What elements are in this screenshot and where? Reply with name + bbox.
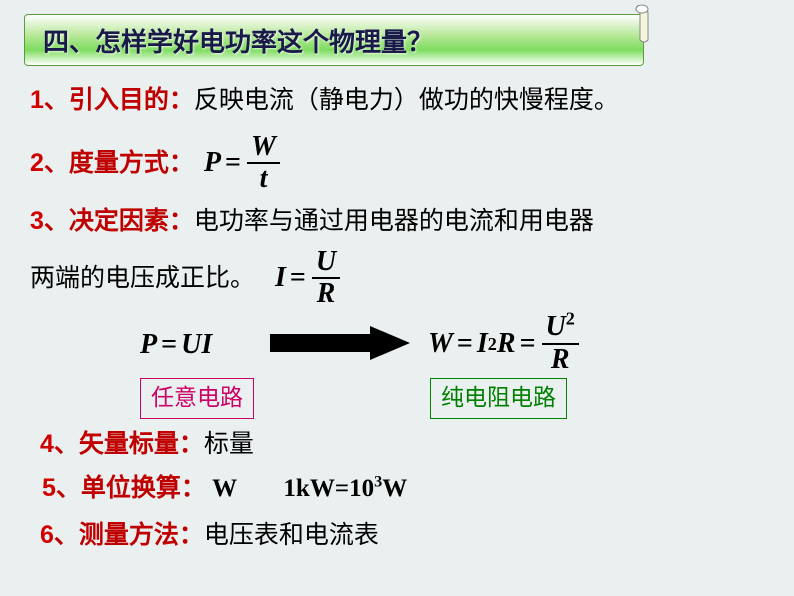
item-1: 1、引入目的：反映电流（静电力）做功的快慢程度。: [30, 82, 770, 120]
item-6-label: 、测量方法：: [54, 521, 204, 549]
formula-p-wt: P = W t: [204, 132, 282, 196]
formula-p-ui: P = UI: [140, 324, 212, 366]
frac-icon: U2 R: [542, 312, 579, 376]
sym-I: I: [201, 324, 212, 366]
sym-P: P: [204, 142, 221, 184]
sym-I: I: [275, 257, 286, 299]
item-4: 4、矢量标量：标量: [40, 426, 770, 464]
sym-W: W: [247, 132, 280, 163]
item-3-line2: 两端的电压成正比。 I = U R: [30, 247, 770, 311]
sym-P: P: [140, 324, 157, 366]
unit-exp: 3: [374, 472, 382, 490]
content-area: 1、引入目的：反映电流（静电力）做功的快慢程度。 2、度量方式： P = W t…: [30, 82, 770, 561]
frac-icon: W t: [247, 132, 280, 196]
sym-U: U: [312, 247, 340, 278]
sym-R: R: [497, 323, 516, 365]
item-3-num: 3: [30, 207, 44, 235]
formula-w-i2r: W = I2R = U2 R: [428, 312, 581, 376]
item-2: 2、度量方式： P = W t: [30, 132, 770, 196]
item-4-num: 4: [40, 430, 54, 458]
page-title: 四、怎样学好电功率这个物理量？: [43, 22, 433, 59]
item-1-num: 1: [30, 86, 44, 114]
sym-I: I: [477, 323, 488, 365]
item-5-num: 5: [42, 474, 56, 502]
scroll-icon: [632, 4, 660, 44]
formula-row: P = UI W = I2R = U2 R: [30, 312, 770, 372]
item-5-text: W: [206, 475, 237, 502]
arrow-icon: [270, 326, 410, 360]
box-pure-resistor: 纯电阻电路: [430, 378, 567, 419]
item-3-text2: 两端的电压成正比。: [30, 260, 255, 298]
sym-eq: =: [520, 323, 536, 365]
sym-R: R: [313, 279, 340, 310]
item-6-text: 电压表和电流表: [204, 522, 379, 549]
item-1-label: 、引入目的：: [44, 86, 194, 114]
item-5: 5、单位换算： W 1kW=103W: [42, 470, 770, 508]
unit-conversion: 1kW=103W: [283, 475, 407, 502]
item-4-label: 、矢量标量：: [54, 430, 204, 458]
sym-R: R: [547, 345, 574, 376]
sym-eq: =: [290, 257, 306, 299]
sym-t: t: [256, 164, 272, 195]
formula-i-ur: I = U R: [275, 247, 342, 311]
item-2-label: 、度量方式：: [44, 145, 194, 183]
sym-W: W: [428, 323, 453, 365]
item-6-num: 6: [40, 521, 54, 549]
sym-eq: =: [457, 323, 473, 365]
sym-U: U: [546, 311, 566, 342]
item-1-text: 反映电流（静电力）做功的快慢程度。: [194, 87, 619, 114]
item-3-label: 、决定因素：: [44, 207, 194, 235]
title-banner: 四、怎样学好电功率这个物理量？: [24, 14, 644, 66]
sym-eq: =: [161, 324, 177, 366]
item-2-num: 2: [30, 145, 44, 183]
item-3-text: 电功率与通过用电器的电流和用电器: [194, 208, 594, 235]
item-3: 3、决定因素：电功率与通过用电器的电流和用电器: [30, 203, 770, 241]
item-5-label: 、单位换算：: [56, 474, 206, 502]
box-any-circuit: 任意电路: [140, 378, 254, 419]
item-4-text: 标量: [204, 431, 254, 458]
frac-icon: U R: [312, 247, 340, 311]
sym-U: U: [181, 324, 201, 366]
unit-prefix: 1kW=10: [283, 475, 374, 502]
item-6: 6、测量方法：电压表和电流表: [40, 517, 770, 555]
unit-suffix: W: [382, 475, 407, 502]
sym-U2: U2: [542, 312, 579, 343]
box-row: 任意电路 纯电阻电路: [30, 378, 770, 420]
sym-eq: =: [225, 142, 241, 184]
